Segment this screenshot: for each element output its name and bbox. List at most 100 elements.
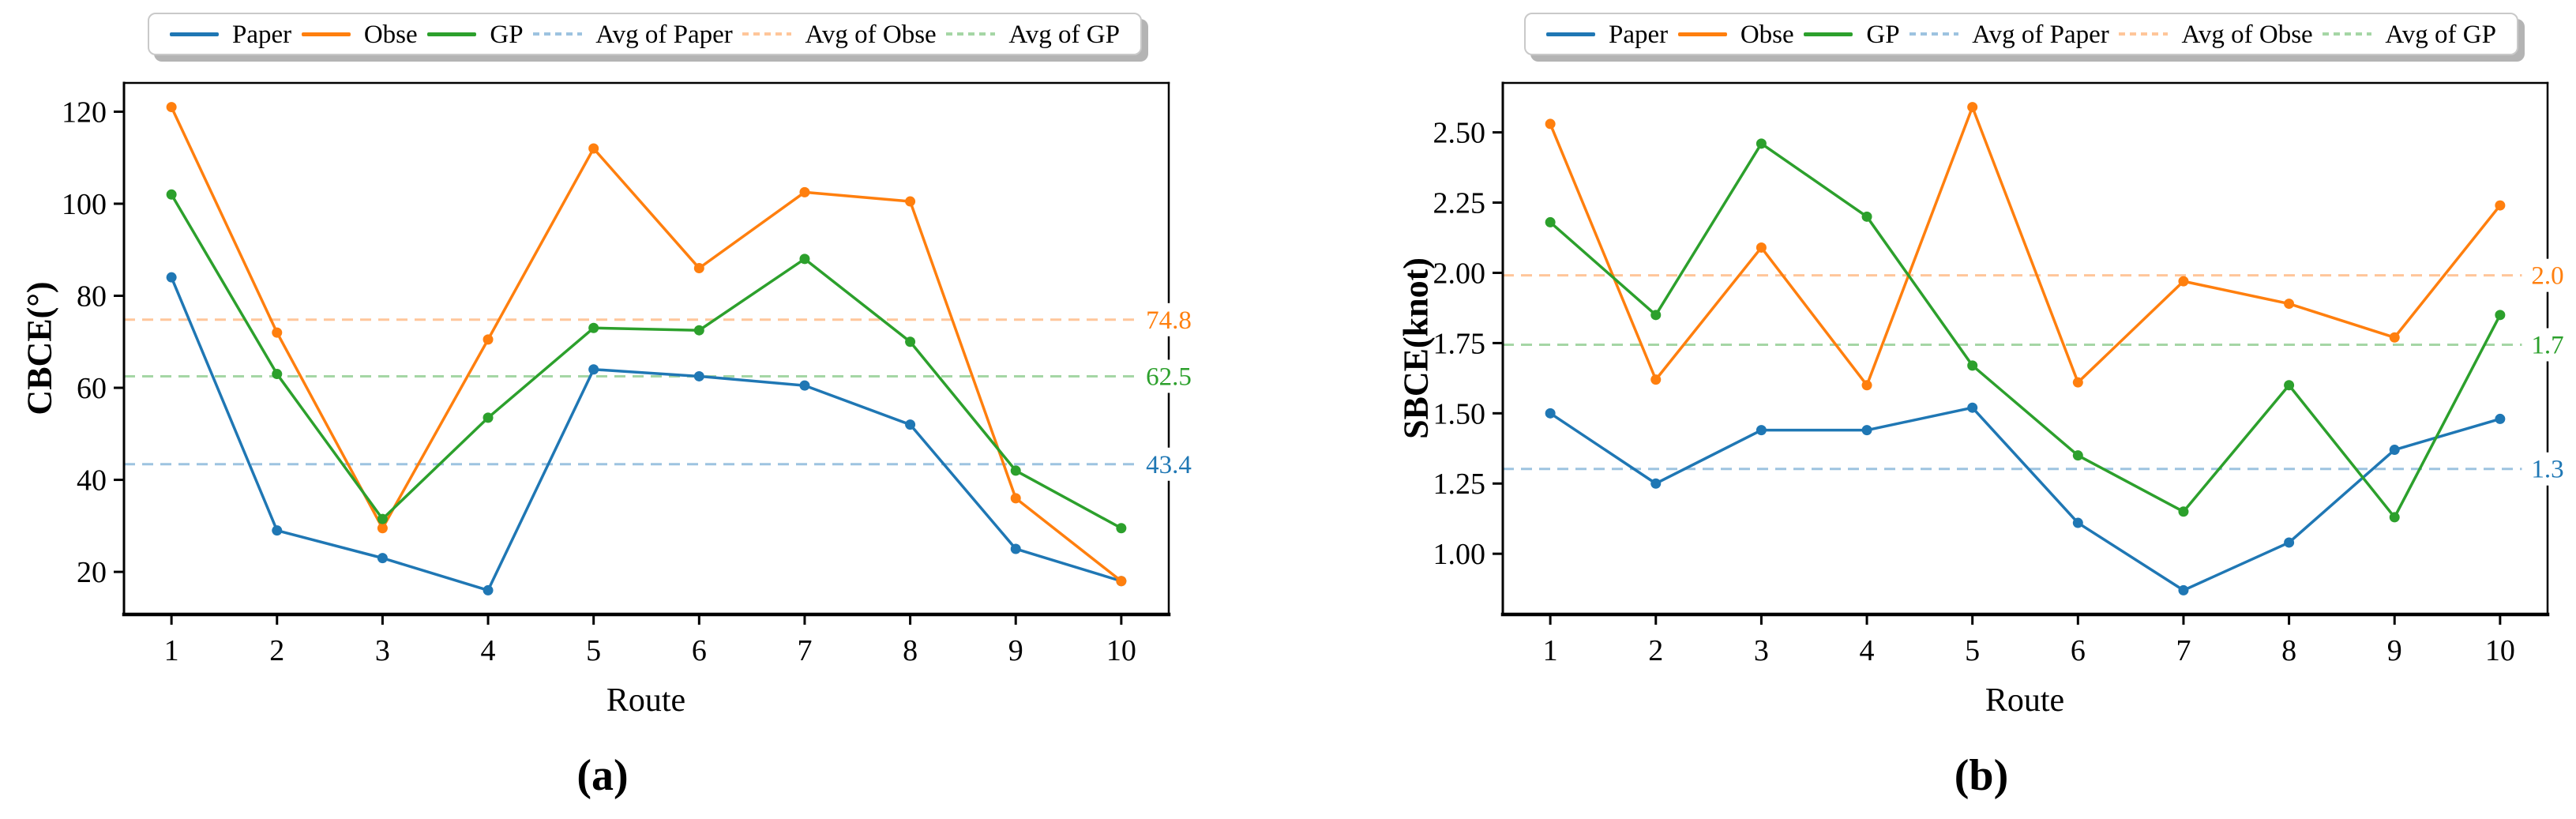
- a-series-paper-marker-6: [693, 370, 704, 381]
- legend-entry-obse: Obse: [301, 20, 418, 49]
- b-x-tick-label-5: 5: [1965, 634, 1980, 667]
- chart-b-x-axis-label: Route: [1985, 682, 2065, 719]
- a-series-paper-marker-8: [905, 419, 916, 430]
- a-series-obse-marker-8: [905, 196, 916, 207]
- chart-a-x-axis-label: Route: [606, 682, 686, 719]
- legend-label-paper: Paper: [1609, 20, 1669, 49]
- a-y-tick-label-60: 60: [77, 372, 107, 405]
- a-series-obse-marker-1: [166, 102, 177, 113]
- b-series-gp-marker-1: [1545, 216, 1556, 227]
- a-x-tick-label-10: 10: [1106, 634, 1136, 667]
- b-series-obse-marker-8: [2284, 299, 2295, 310]
- legend-label-avg-of-paper: Avg of Paper: [1972, 20, 2109, 49]
- b-x-tick-label-8: 8: [2281, 634, 2296, 667]
- b-x-tick-label-6: 6: [2071, 634, 2086, 667]
- b-series-paper-marker-4: [1861, 425, 1872, 436]
- b-y-tick-label-2.00: 2.00: [1433, 257, 1486, 290]
- legend-entry-avg-of-obse: Avg of Obse: [2119, 20, 2313, 49]
- b-x-tick-label-1: 1: [1543, 634, 1558, 667]
- a-y-tick-label-120: 120: [62, 96, 107, 129]
- b-avg-of-paper-label: 1.3: [2531, 456, 2563, 484]
- legend-entry-paper: Paper: [170, 21, 291, 48]
- legend-entry-avg-of-paper: Avg of Paper: [533, 21, 733, 48]
- a-series-obse-marker-5: [588, 143, 599, 154]
- b-series-obse-marker-9: [2389, 332, 2400, 343]
- a-series-gp-marker-9: [1010, 465, 1021, 476]
- b-series-obse-marker-3: [1756, 242, 1767, 253]
- a-series-obse-marker-9: [1010, 493, 1021, 504]
- line-sample-gp: [1804, 32, 1853, 36]
- b-y-tick-label-1.50: 1.50: [1433, 397, 1486, 430]
- a-avg-of-obse-label: 74.8: [1146, 306, 1192, 335]
- b-series-obse-line: [1549, 105, 2502, 387]
- a-avg-of-obse-label-box: [1136, 302, 1201, 336]
- legend-entry-avg-of-paper: Avg of Paper: [1909, 21, 2109, 48]
- a-series-paper-marker-7: [799, 380, 810, 391]
- b-series-obse-marker-4: [1861, 380, 1872, 391]
- b-series-paper-marker-2: [1650, 478, 1662, 489]
- a-series-gp-marker-2: [272, 369, 283, 380]
- chart-a-caption: (a): [576, 751, 629, 800]
- a-series-gp-marker-8: [905, 336, 916, 348]
- a-x-tick-label-9: 9: [1008, 634, 1023, 667]
- a-series-paper-marker-3: [377, 553, 388, 564]
- legend-entry-paper: Paper: [1546, 21, 1668, 48]
- b-y-tick-label-1.75: 1.75: [1433, 327, 1486, 360]
- a-series-obse-marker-6: [693, 263, 704, 274]
- b-series-gp-marker-6: [2072, 450, 2083, 461]
- b-series-gp-line: [1549, 142, 2502, 519]
- a-y-tick-label-20: 20: [77, 556, 107, 589]
- b-y-tick-label-1.00: 1.00: [1433, 538, 1486, 571]
- legend-label-obse: Obse: [363, 20, 418, 49]
- legend-entry-avg-of-gp: Avg of GP: [2323, 21, 2496, 48]
- a-series-gp-marker-6: [693, 325, 704, 336]
- b-x-tick-label-9: 9: [2387, 634, 2402, 667]
- chart-a-y-axis-label: CBCE(°): [20, 281, 59, 415]
- legend-label-avg-of-obse: Avg of Obse: [2181, 20, 2313, 49]
- b-avg-of-gp-label: 1.7: [2531, 332, 2563, 360]
- b-series-paper-marker-9: [2389, 445, 2400, 456]
- a-series-gp-marker-7: [799, 254, 810, 265]
- b-series-gp-marker-2: [1650, 310, 1662, 321]
- a-series-gp-marker-10: [1116, 523, 1127, 534]
- b-series-paper-marker-6: [2072, 517, 2083, 528]
- a-x-tick-label-5: 5: [586, 634, 601, 667]
- legend-entry-gp: GP: [427, 21, 524, 48]
- a-x-tick-label-3: 3: [375, 634, 390, 667]
- b-series-paper-marker-5: [1967, 402, 1978, 413]
- legend-label-avg-of-gp: Avg of GP: [1008, 20, 1120, 49]
- a-series-paper-marker-2: [272, 525, 283, 536]
- b-avg-of-obse-label-box: [2522, 258, 2574, 292]
- a-series-paper-marker-1: [166, 272, 177, 283]
- b-avg-of-paper-label-box: [2522, 452, 2574, 486]
- a-series-paper-marker-5: [588, 364, 599, 375]
- a-x-tick-label-7: 7: [797, 634, 812, 667]
- line-sample-obse: [301, 32, 351, 36]
- legend-entry-obse: Obse: [1677, 21, 1794, 48]
- b-y-tick-label-2.25: 2.25: [1433, 187, 1486, 220]
- a-series-paper-marker-4: [483, 584, 494, 595]
- legend-chart-b: Paper Obse GP Avg of Paper Avg of Obse Avg of…: [1524, 13, 2518, 55]
- b-series-gp-marker-3: [1756, 138, 1767, 149]
- line-sample-gp: [427, 32, 477, 36]
- b-series-obse-marker-1: [1545, 118, 1556, 130]
- b-series-paper-marker-1: [1545, 408, 1556, 419]
- legend-entry-avg-of-obse: Avg of Obse: [742, 21, 937, 48]
- a-series-obse-marker-4: [483, 334, 494, 345]
- a-y-tick-label-80: 80: [77, 280, 107, 313]
- a-y-tick-label-100: 100: [62, 188, 107, 221]
- b-y-tick-label-2.50: 2.50: [1433, 117, 1486, 150]
- b-y-tick-label-1.25: 1.25: [1433, 468, 1486, 501]
- a-series-obse-marker-2: [272, 327, 283, 338]
- b-x-tick-label-7: 7: [2176, 634, 2191, 667]
- a-avg-of-paper-label-box: [1136, 447, 1201, 481]
- b-x-tick-label-10: 10: [2485, 634, 2515, 667]
- a-series-obse-marker-7: [799, 186, 810, 197]
- line-sample-paper: [1546, 32, 1595, 36]
- a-x-tick-label-4: 4: [481, 634, 496, 667]
- dashed-line-sample-avg-of-gp: [2323, 32, 2372, 36]
- a-series-obse-marker-10: [1116, 576, 1127, 587]
- chart-a-plot: 1 2 3 4 5 6 7 8 9 10 20 40 60 80 100 120 43.4 74.8 62.5: [62, 81, 1201, 667]
- b-series-paper-marker-7: [2178, 584, 2189, 595]
- a-x-tick-label-1: 1: [164, 634, 179, 667]
